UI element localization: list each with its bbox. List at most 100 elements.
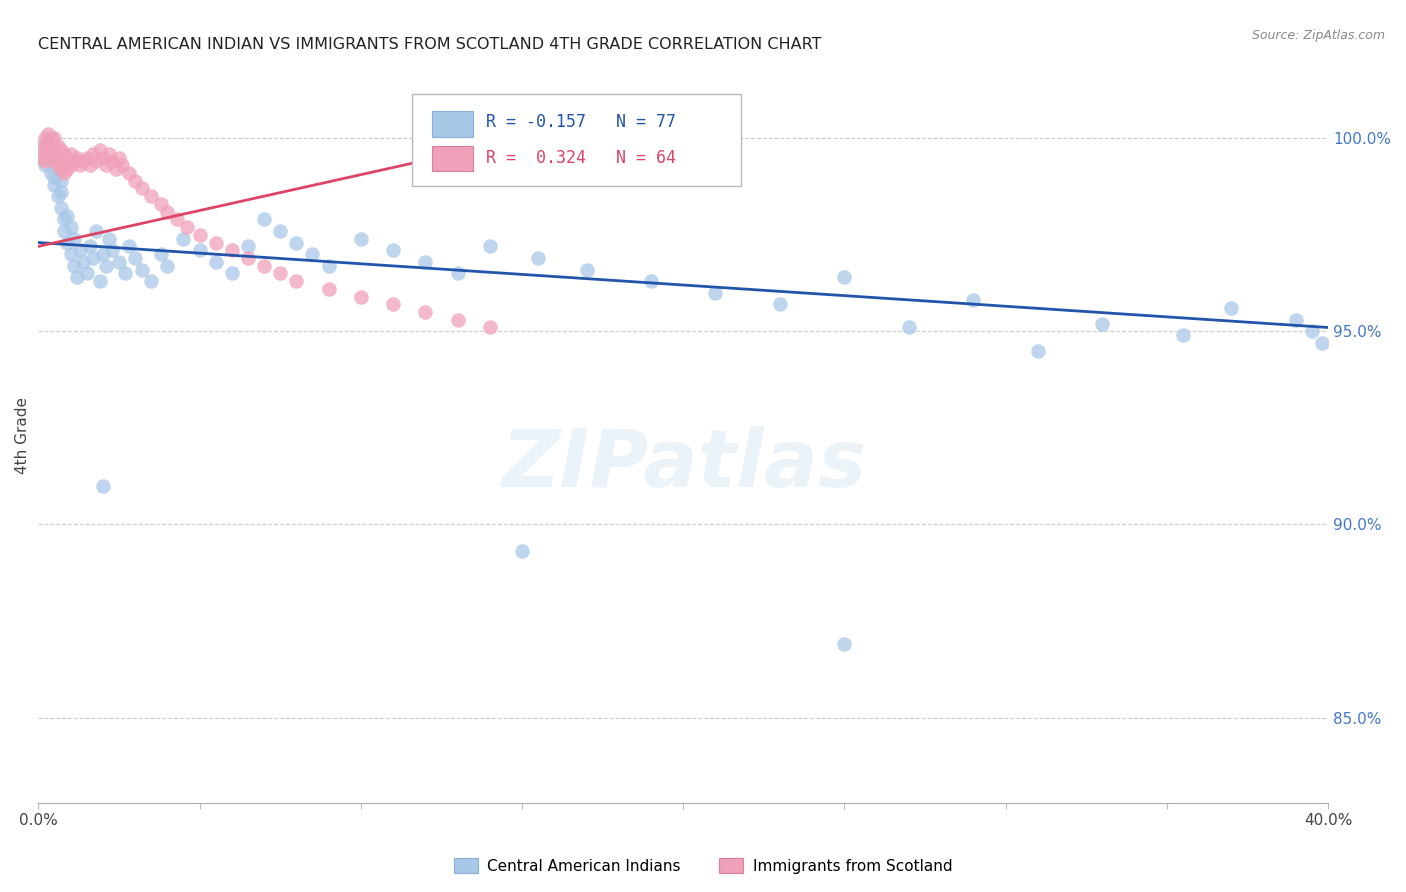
Point: [124, 251, 146, 265]
Point: [117, 239, 139, 253]
Point: [104, 162, 127, 177]
Point: [49, 162, 72, 177]
Point: [131, 181, 153, 195]
Point: [188, 227, 211, 242]
Point: [527, 251, 550, 265]
Point: [91, 247, 114, 261]
Point: [34, 139, 56, 153]
Point: [86, 224, 108, 238]
Point: [108, 255, 131, 269]
Y-axis label: 4th Grade: 4th Grade: [15, 397, 30, 475]
Point: [49, 201, 72, 215]
Point: [1091, 317, 1114, 331]
Point: [769, 297, 792, 311]
Point: [56, 209, 79, 223]
Point: [66, 270, 89, 285]
Point: [382, 244, 405, 258]
Point: [478, 320, 501, 334]
Point: [39, 139, 62, 153]
Point: [269, 267, 291, 281]
Point: [253, 259, 276, 273]
Point: [1310, 335, 1333, 350]
Point: [46, 162, 69, 177]
Point: [1026, 343, 1049, 358]
Point: [56, 235, 79, 250]
Legend: Central American Indians, Immigrants from Scotland: Central American Indians, Immigrants fro…: [447, 852, 959, 880]
Point: [89, 274, 111, 288]
Text: Source: ZipAtlas.com: Source: ZipAtlas.com: [1251, 29, 1385, 42]
Point: [101, 244, 124, 258]
Point: [49, 186, 72, 200]
Point: [72, 154, 94, 169]
Point: [34, 154, 56, 169]
Point: [39, 151, 62, 165]
Point: [108, 151, 131, 165]
Point: [59, 220, 82, 235]
Point: [166, 212, 188, 227]
Point: [1171, 328, 1194, 343]
Point: [204, 255, 226, 269]
Point: [413, 305, 436, 319]
Point: [1285, 312, 1308, 326]
Point: [34, 131, 56, 145]
Point: [111, 158, 134, 172]
Point: [46, 146, 69, 161]
Point: [44, 151, 66, 165]
Point: [31, 151, 53, 165]
Point: [49, 151, 72, 165]
Text: R = -0.157   N = 77: R = -0.157 N = 77: [486, 113, 676, 131]
Point: [44, 178, 66, 192]
Point: [98, 232, 121, 246]
Point: [382, 297, 405, 311]
Point: [124, 174, 146, 188]
Point: [834, 270, 856, 285]
Point: [53, 146, 76, 161]
Point: [98, 146, 121, 161]
Point: [510, 544, 533, 558]
Point: [53, 224, 76, 238]
Point: [46, 158, 69, 172]
Point: [350, 290, 373, 304]
FancyBboxPatch shape: [432, 145, 472, 171]
Text: R =  0.324   N = 64: R = 0.324 N = 64: [486, 149, 676, 168]
Text: CENTRAL AMERICAN INDIAN VS IMMIGRANTS FROM SCOTLAND 4TH GRADE CORRELATION CHART: CENTRAL AMERICAN INDIAN VS IMMIGRANTS FR…: [38, 37, 823, 53]
Point: [236, 239, 259, 253]
Point: [69, 158, 91, 172]
Point: [56, 151, 79, 165]
Point: [37, 146, 59, 161]
Point: [86, 154, 108, 169]
Point: [76, 267, 98, 281]
Point: [834, 637, 856, 651]
Point: [188, 244, 211, 258]
Point: [1220, 301, 1243, 316]
Point: [76, 151, 98, 165]
Point: [46, 139, 69, 153]
Point: [44, 131, 66, 145]
Point: [204, 235, 226, 250]
Point: [44, 154, 66, 169]
Point: [704, 285, 727, 300]
FancyBboxPatch shape: [412, 95, 741, 186]
Point: [79, 239, 101, 253]
Point: [221, 244, 243, 258]
Point: [39, 131, 62, 145]
Point: [318, 282, 340, 296]
Point: [91, 151, 114, 165]
Point: [59, 158, 82, 172]
Point: [31, 139, 53, 153]
Point: [89, 143, 111, 157]
Point: [269, 224, 291, 238]
Point: [1301, 324, 1323, 338]
Point: [62, 154, 84, 169]
Point: [962, 293, 984, 308]
Point: [149, 197, 172, 211]
Point: [156, 259, 179, 273]
Point: [94, 158, 117, 172]
Point: [39, 166, 62, 180]
Point: [156, 204, 179, 219]
FancyBboxPatch shape: [432, 112, 472, 137]
Point: [101, 154, 124, 169]
Point: [82, 251, 104, 265]
Point: [34, 143, 56, 157]
Point: [149, 247, 172, 261]
